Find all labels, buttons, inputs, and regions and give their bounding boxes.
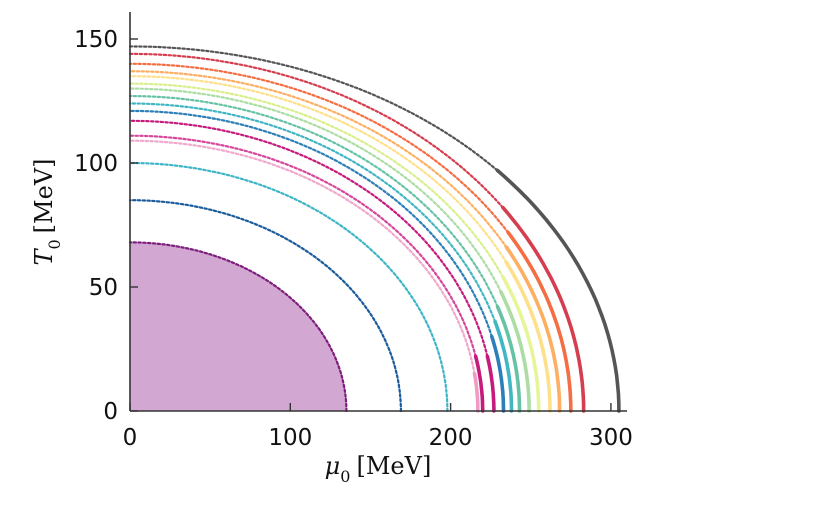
x-tick-label-300: 300 (589, 425, 633, 451)
curve-dotted-6 (128, 109, 493, 338)
curve-dotted-14 (128, 52, 504, 209)
curve-solid-9 (499, 290, 531, 413)
curve-solid-6 (490, 334, 506, 413)
curve-dotted-15 (128, 45, 499, 172)
curve-solid-15 (495, 168, 621, 413)
curve-solid-11 (504, 260, 552, 413)
y-tick-label-50: 50 (89, 275, 118, 301)
curve-dotted-1 (128, 199, 402, 413)
tick-labels: 0 100 200 300 0 50 100 150 (74, 27, 633, 451)
curve-solid-14 (501, 205, 586, 413)
curve-dotted-4 (128, 134, 477, 358)
curve-dotted-13 (128, 62, 510, 234)
y-tick-label-0: 0 (103, 399, 118, 425)
curve-solid-13 (506, 230, 573, 413)
x-axis-label: μ0 [MeV] (325, 452, 432, 486)
curve-dotted-2 (128, 161, 449, 413)
x-tick-label-100: 100 (268, 425, 312, 451)
curve-dotted-0 (128, 241, 348, 413)
y-axis-label: T0[MeV] (30, 158, 64, 265)
curve-solid-3 (472, 372, 480, 413)
curve-solid-8 (495, 305, 522, 413)
ticks (129, 38, 612, 412)
curve-dotted-12 (128, 70, 508, 249)
curve-dotted-5 (128, 119, 489, 358)
x-tick-label-0: 0 (123, 425, 138, 451)
y-tick-label-100: 100 (74, 151, 118, 177)
y-tick-label-150: 150 (74, 27, 118, 53)
curve-solid-5 (485, 354, 496, 413)
curve-dotted-10 (128, 82, 505, 279)
x-tick-label-200: 200 (429, 425, 473, 451)
curve-solid-12 (504, 245, 562, 413)
curve-solid-10 (501, 275, 541, 413)
curve-dotted-9 (128, 87, 502, 294)
curve-solid-7 (493, 319, 514, 413)
curve-dotted-11 (128, 75, 508, 264)
plot-area (128, 45, 621, 413)
curve-solid-4 (473, 354, 485, 413)
curve-dotted-8 (128, 94, 499, 308)
curve-dotted-3 (128, 139, 476, 375)
filled-region (130, 242, 347, 411)
curve-dotted-7 (128, 102, 497, 323)
